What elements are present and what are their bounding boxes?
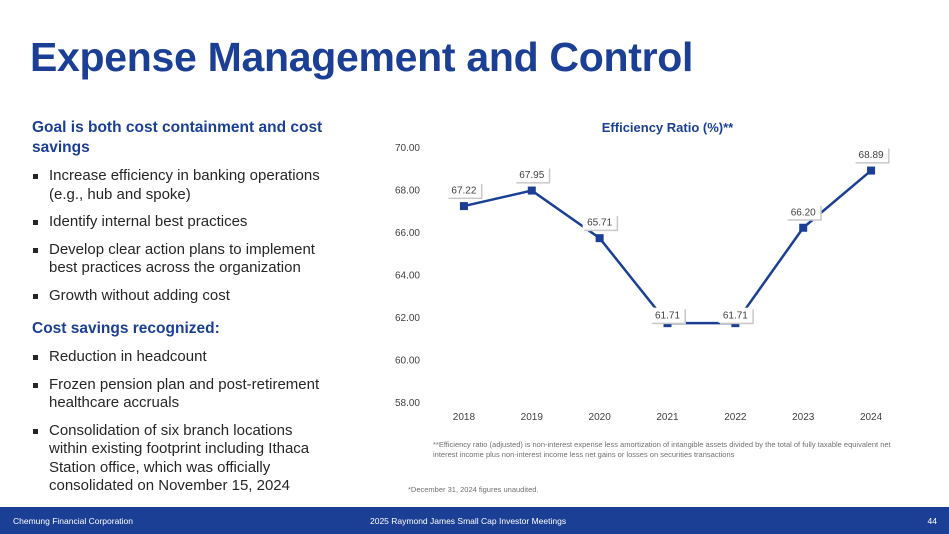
series-line bbox=[463, 169, 872, 325]
goal-bullet: Increase efficiency in banking operation… bbox=[32, 167, 332, 204]
data-label: 65.71 bbox=[587, 218, 612, 229]
y-tick-label: 58.00 bbox=[395, 398, 420, 409]
x-tick-label: 2022 bbox=[724, 412, 747, 423]
savings-bullet: Consolidation of six branch locations wi… bbox=[32, 422, 332, 496]
y-tick-label: 62.00 bbox=[395, 313, 420, 324]
data-point-marker bbox=[527, 186, 536, 195]
x-tick-label: 2023 bbox=[792, 412, 815, 423]
data-label: 67.95 bbox=[519, 170, 544, 181]
savings-bullet: Frozen pension plan and post-retirement … bbox=[32, 376, 332, 413]
unaudited-note: *December 31, 2024 figures unaudited. bbox=[408, 485, 539, 494]
square-bullet-icon bbox=[33, 382, 38, 388]
chart-title: Efficiency Ratio (%)** bbox=[602, 120, 734, 135]
savings-bullet-text: Consolidation of six branch locations wi… bbox=[49, 421, 310, 495]
square-bullet-icon bbox=[33, 428, 38, 434]
data-point-marker bbox=[595, 234, 604, 243]
y-tick-label: 68.00 bbox=[395, 186, 420, 197]
footer-page-number: 44 bbox=[927, 516, 937, 526]
goal-bullet-text: Develop clear action plans to implement … bbox=[49, 240, 315, 277]
x-tick-label: 2018 bbox=[453, 412, 476, 423]
square-bullet-icon bbox=[33, 355, 38, 360]
savings-heading: Cost savings recognized: bbox=[32, 320, 220, 337]
goal-heading: Goal is both cost containment and cost s… bbox=[32, 119, 323, 156]
footer-bar: Chemung Financial Corporation 2025 Raymo… bbox=[0, 507, 949, 534]
data-label: 67.22 bbox=[451, 186, 476, 197]
data-label-box bbox=[718, 307, 753, 323]
data-label-box bbox=[446, 182, 481, 198]
left-column: Goal is both cost containment and cost s… bbox=[32, 118, 332, 505]
goal-bullet: Growth without adding cost bbox=[32, 287, 332, 306]
goal-bullet: Develop clear action plans to implement … bbox=[32, 241, 332, 278]
data-label-box bbox=[514, 167, 549, 183]
square-bullet-icon bbox=[33, 247, 38, 253]
goal-bullet: Identify internal best practices bbox=[32, 213, 332, 232]
data-point-marker bbox=[867, 166, 876, 175]
data-label-box bbox=[786, 204, 821, 220]
square-bullet-icon bbox=[33, 220, 38, 225]
y-tick-label: 64.00 bbox=[395, 271, 420, 282]
x-tick-label: 2024 bbox=[860, 412, 883, 423]
y-tick-label: 66.00 bbox=[395, 228, 420, 239]
data-label: 61.71 bbox=[655, 311, 680, 322]
x-tick-label: 2020 bbox=[589, 412, 612, 423]
savings-bullet-text: Reduction in headcount bbox=[49, 348, 207, 365]
data-point-marker bbox=[799, 223, 808, 232]
data-label-box bbox=[854, 147, 889, 163]
square-bullet-icon bbox=[33, 174, 38, 179]
y-tick-label: 70.00 bbox=[395, 143, 420, 154]
footer-event: 2025 Raymond James Small Cap Investor Me… bbox=[370, 516, 567, 526]
square-bullet-icon bbox=[33, 293, 38, 299]
data-label-box bbox=[650, 307, 685, 323]
goal-bullet-text: Identify internal best practices bbox=[49, 213, 248, 230]
data-label: 68.89 bbox=[859, 150, 884, 161]
data-label: 61.71 bbox=[723, 311, 748, 322]
goal-bullet-text: Growth without adding cost bbox=[49, 286, 230, 304]
efficiency-ratio-chart: Efficiency Ratio (%)** 58.00 60.00 62.00 64.… bbox=[380, 112, 920, 432]
savings-bullet-text: Frozen pension plan and post-retirement … bbox=[49, 375, 320, 412]
data-label-box bbox=[582, 214, 617, 230]
slide-title: Expense Management and Control bbox=[30, 34, 694, 80]
data-label: 66.20 bbox=[791, 207, 816, 218]
savings-bullet-list: Reduction in headcount Frozen pension pl… bbox=[32, 348, 332, 496]
savings-bullet: Reduction in headcount bbox=[32, 348, 332, 367]
goal-bullet-list: Increase efficiency in banking operation… bbox=[32, 167, 332, 305]
chart-svg: Efficiency Ratio (%)** 58.00 60.00 62.00 64.… bbox=[395, 120, 890, 423]
footer-company: Chemung Financial Corporation bbox=[13, 516, 134, 526]
x-tick-label: 2019 bbox=[521, 412, 544, 423]
goal-bullet-text: Increase efficiency in banking operation… bbox=[49, 167, 320, 203]
data-point-marker bbox=[459, 202, 468, 211]
x-tick-label: 2021 bbox=[656, 412, 679, 423]
y-tick-label: 60.00 bbox=[395, 356, 420, 367]
efficiency-footnote: **Efficiency ratio (adjusted) is non-int… bbox=[433, 440, 891, 459]
